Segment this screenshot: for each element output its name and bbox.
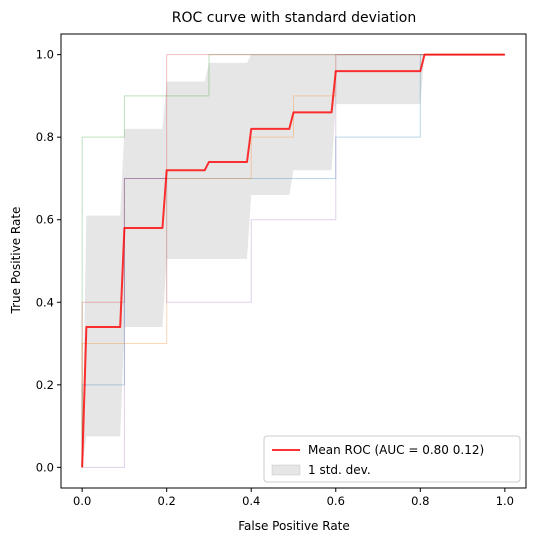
std-dev-band xyxy=(82,54,505,468)
mean-roc-layer xyxy=(81,53,505,468)
legend-label: 1 std. dev. xyxy=(308,463,371,477)
legend-box xyxy=(263,435,521,483)
chart-title: ROC curve with standard deviation xyxy=(172,10,416,26)
x-tick-label: 0.4 xyxy=(242,494,260,508)
y-tick-label: 0.4 xyxy=(36,295,54,309)
axes-frame xyxy=(60,33,527,489)
legend-label: Mean ROC (AUC = 0.80 0.12) xyxy=(308,443,484,457)
legend-swatch-std-dev xyxy=(271,464,301,476)
y-axis-label: True Positive Rate xyxy=(9,207,23,315)
mean-roc-curve xyxy=(81,53,505,468)
y-tick-label: 0.0 xyxy=(36,460,54,474)
y-tick-label: 0.8 xyxy=(36,130,54,144)
x-tick-label: 0.8 xyxy=(411,494,429,508)
plot-area xyxy=(60,33,527,489)
x-tick-label: 0.6 xyxy=(327,494,345,508)
fold-roc-curve-5 xyxy=(82,54,505,468)
x-axis-ticks: 0.0 0.2 0.4 0.6 0.8 1.0 xyxy=(73,488,514,508)
y-tick-label: 0.6 xyxy=(36,213,54,227)
x-tick-label: 0.0 xyxy=(73,494,91,508)
x-tick-label: 0.2 xyxy=(158,494,176,508)
x-axis-label: False Positive Rate xyxy=(238,519,350,533)
y-tick-label: 1.0 xyxy=(36,48,54,62)
x-tick-label: 1.0 xyxy=(496,494,514,508)
fold-roc-curve-4 xyxy=(81,54,505,468)
fold-roc-curve-2 xyxy=(81,54,505,468)
fold-roc-curve-3 xyxy=(81,54,505,468)
legend: Mean ROC (AUC = 0.80 0.12) 1 std. dev. xyxy=(263,435,521,483)
std-band-layer xyxy=(82,54,505,468)
y-tick-label: 0.2 xyxy=(36,378,54,392)
y-axis-ticks: 0.0 0.2 0.4 0.6 0.8 1.0 xyxy=(36,48,61,474)
fold-roc-curve-1 xyxy=(81,54,505,468)
fold-curves-layer xyxy=(81,54,505,468)
